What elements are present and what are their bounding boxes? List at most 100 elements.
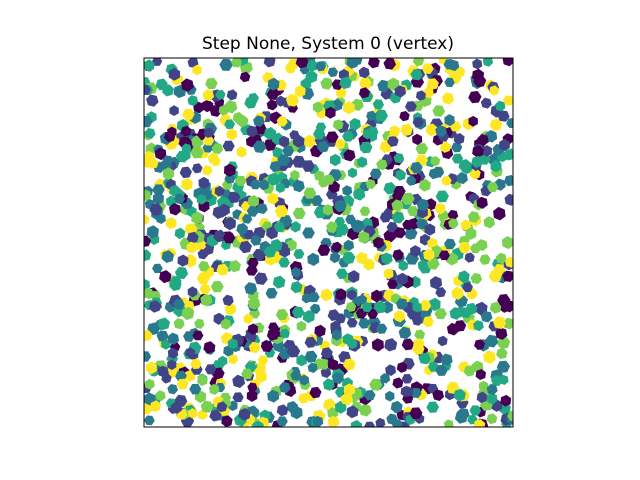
particle (304, 350, 318, 363)
particle (451, 286, 464, 300)
particle (312, 101, 323, 113)
particle (465, 302, 478, 315)
particle (371, 289, 383, 303)
particle (374, 109, 388, 122)
particle (470, 273, 483, 285)
particle (167, 347, 179, 359)
particle (167, 383, 178, 395)
particle (149, 203, 163, 216)
particle (252, 140, 267, 154)
particle (358, 231, 370, 244)
particle (164, 130, 176, 143)
particle (358, 66, 370, 79)
particle (386, 222, 399, 233)
particle (400, 123, 413, 137)
particle (418, 352, 431, 365)
particle (383, 268, 394, 280)
particle (356, 156, 368, 168)
particle (443, 419, 454, 427)
particle (367, 309, 378, 319)
particle (435, 287, 447, 298)
particle (194, 318, 205, 329)
particle (226, 89, 238, 101)
particle (340, 392, 353, 406)
particle (224, 100, 238, 114)
particle (359, 141, 373, 154)
particle (236, 223, 249, 235)
particle (472, 145, 484, 158)
particle (460, 219, 472, 232)
particle (372, 236, 385, 249)
particle (395, 298, 409, 310)
particle (432, 166, 445, 178)
particle (473, 75, 487, 88)
particle (150, 400, 161, 412)
particle (301, 160, 315, 172)
particle (425, 123, 438, 137)
particle (484, 334, 499, 348)
particle (467, 211, 480, 223)
particle (335, 400, 347, 414)
particle (401, 338, 415, 351)
particle (187, 408, 198, 419)
particle (192, 330, 204, 341)
particle (342, 251, 356, 265)
particle (479, 254, 491, 265)
particle (348, 270, 360, 284)
particle (286, 345, 301, 358)
particle (167, 332, 179, 345)
particle (144, 415, 155, 426)
particle (456, 407, 470, 421)
particle (162, 167, 174, 181)
particle (267, 172, 281, 186)
particle (144, 351, 152, 362)
particle (269, 161, 281, 173)
particle (285, 94, 300, 107)
particle (144, 84, 151, 95)
particle (502, 270, 513, 282)
particle (483, 350, 496, 364)
particle (501, 236, 513, 250)
particle (290, 281, 303, 294)
particle (376, 323, 388, 334)
particle (313, 128, 326, 140)
particle (498, 374, 509, 385)
particle (387, 279, 398, 290)
particle (453, 320, 467, 332)
particle (275, 182, 286, 193)
particle (266, 99, 278, 111)
particle (250, 235, 262, 246)
particle (276, 116, 288, 127)
particle (469, 405, 482, 416)
particle (496, 360, 511, 373)
particle (412, 301, 422, 313)
particle (343, 101, 355, 115)
particle (165, 217, 177, 230)
particle (303, 187, 317, 199)
particle (312, 415, 324, 427)
particle (267, 389, 280, 403)
particle (495, 327, 508, 340)
particle (448, 59, 460, 72)
particle (489, 301, 502, 314)
particle (396, 272, 408, 286)
particle (435, 190, 449, 203)
particle (200, 400, 214, 413)
particle (489, 85, 500, 96)
particle (211, 143, 224, 155)
particle (502, 58, 513, 67)
particle (181, 143, 192, 154)
particle (343, 383, 355, 397)
particle (236, 146, 247, 158)
particle (335, 138, 346, 150)
particle (331, 329, 342, 341)
particle (383, 229, 397, 243)
particle (353, 187, 366, 201)
particle (314, 170, 325, 182)
particle (346, 58, 359, 69)
particle (250, 179, 261, 190)
particle (149, 300, 161, 313)
particle (218, 203, 230, 217)
particle (292, 207, 306, 220)
particle (451, 142, 463, 153)
